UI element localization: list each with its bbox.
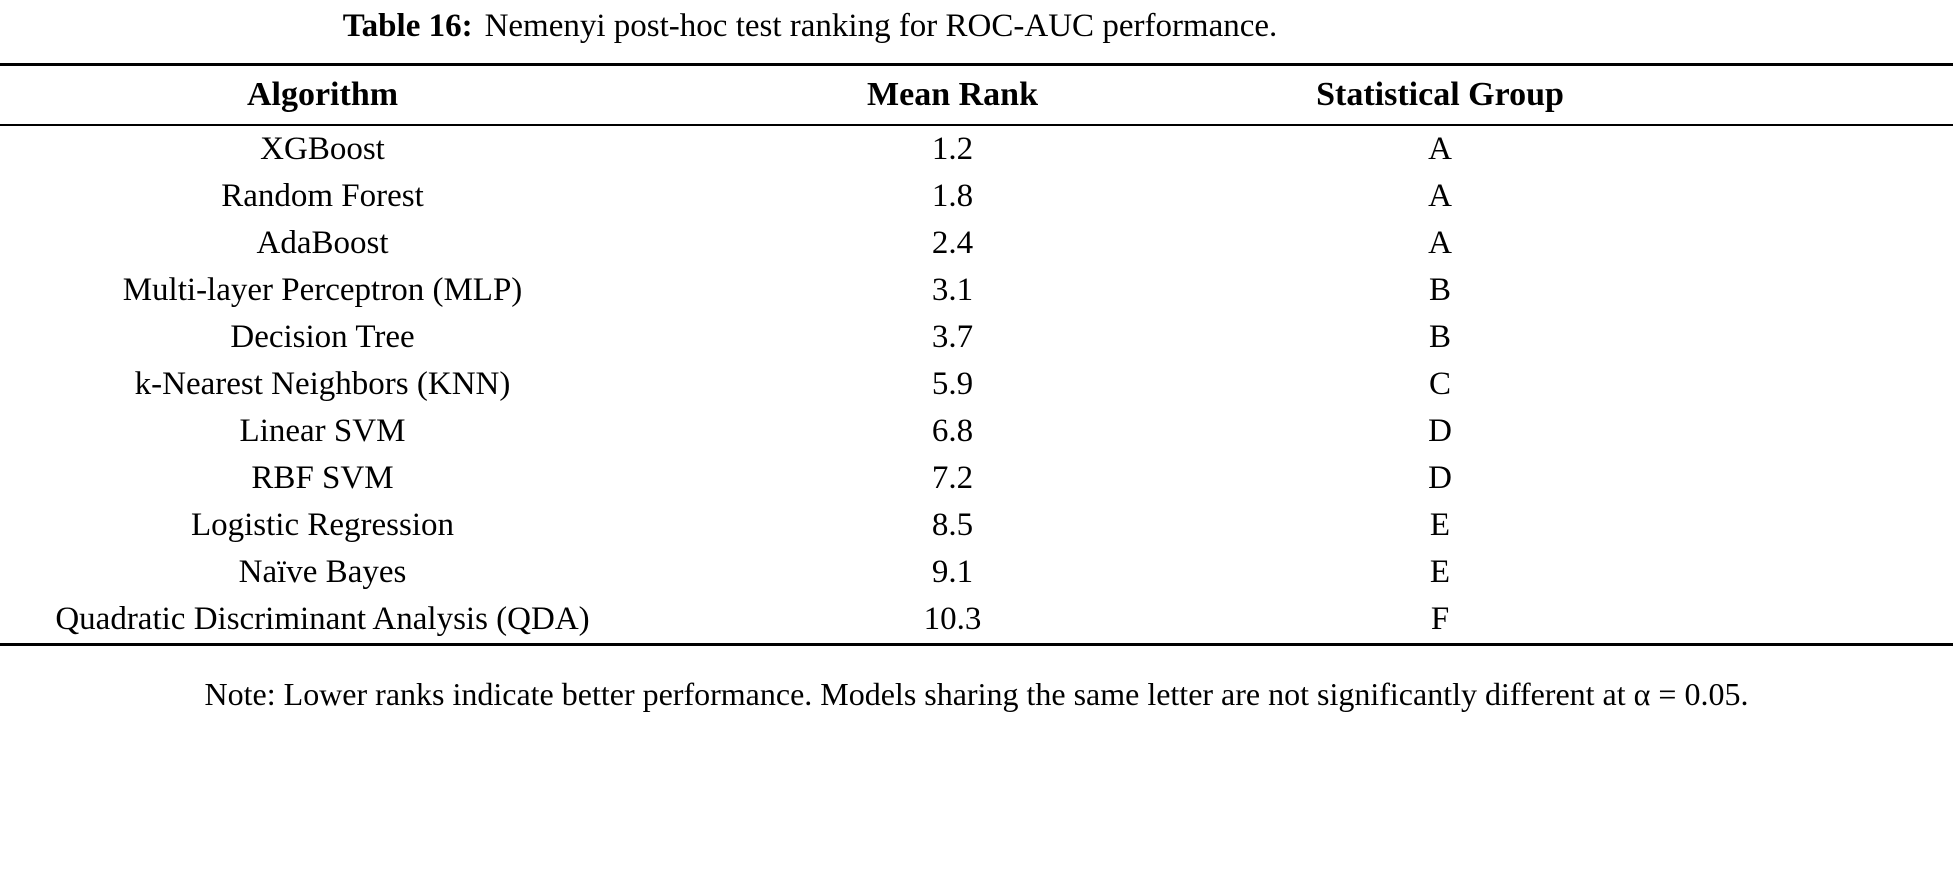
col-header-mean-rank: Mean Rank [867, 76, 1038, 114]
cell-group: F [1430, 601, 1450, 638]
cell-algorithm: RBF SVM [251, 460, 394, 497]
cell-mean-rank: 3.1 [931, 272, 974, 309]
cell-group: D [1428, 413, 1452, 450]
table-row: AdaBoost 2.4 A [0, 220, 1953, 267]
col-header-statistical-group: Statistical Group [1316, 76, 1564, 114]
results-table: Algorithm Mean Rank Statistical Group XG… [0, 63, 1953, 647]
cell-group: A [1428, 131, 1452, 168]
cell-group: C [1428, 366, 1451, 403]
table-row: Decision Tree 3.7 B [0, 314, 1953, 361]
cell-algorithm: Logistic Regression [190, 507, 455, 544]
cell-mean-rank: 2.4 [931, 225, 974, 262]
cell-mean-rank: 5.9 [931, 366, 974, 403]
cell-mean-rank: 7.2 [931, 460, 974, 497]
cell-mean-rank: 1.2 [931, 131, 974, 168]
table-row: RBF SVM 7.2 D [0, 455, 1953, 502]
cell-mean-rank: 10.3 [923, 601, 982, 638]
cell-group: D [1428, 460, 1452, 497]
cell-algorithm: Random Forest [221, 178, 424, 215]
cell-algorithm: XGBoost [260, 131, 385, 168]
table-row: XGBoost 1.2 A [0, 126, 1953, 173]
cell-mean-rank: 1.8 [931, 178, 974, 215]
table-row: Random Forest 1.8 A [0, 173, 1953, 220]
cell-algorithm: AdaBoost [256, 225, 389, 262]
table-row: Linear SVM 6.8 D [0, 408, 1953, 455]
caption-text: Nemenyi post-hoc test ranking for ROC-AU… [484, 8, 1278, 44]
table-row: Logistic Regression 8.5 E [0, 502, 1953, 549]
cell-mean-rank: 3.7 [931, 319, 974, 356]
table-row: Quadratic Discriminant Analysis (QDA) 10… [0, 596, 1953, 643]
cell-algorithm: Naïve Bayes [238, 554, 407, 591]
table-row: k-Nearest Neighbors (KNN) 5.9 C [0, 361, 1953, 408]
table-header-row: Algorithm Mean Rank Statistical Group [0, 66, 1953, 127]
cell-algorithm: Multi-layer Perceptron (MLP) [122, 272, 523, 309]
cell-algorithm: Linear SVM [239, 413, 406, 450]
caption-label: Table 16: [342, 8, 473, 44]
cell-mean-rank: 9.1 [931, 554, 974, 591]
cell-algorithm: k-Nearest Neighbors (KNN) [134, 366, 511, 403]
col-header-algorithm: Algorithm [246, 76, 399, 114]
cell-group: A [1428, 225, 1452, 262]
table-caption: Table 16: Nemenyi post-hoc test ranking f… [0, 6, 1620, 47]
cell-group: B [1428, 272, 1451, 309]
cell-algorithm: Quadratic Discriminant Analysis (QDA) [55, 601, 590, 638]
cell-group: A [1428, 178, 1452, 215]
cell-mean-rank: 8.5 [931, 507, 974, 544]
cell-group: E [1429, 554, 1451, 591]
cell-group: E [1429, 507, 1451, 544]
cell-mean-rank: 6.8 [931, 413, 974, 450]
table-row: Multi-layer Perceptron (MLP) 3.1 B [0, 267, 1953, 314]
cell-group: B [1428, 319, 1451, 356]
table-row: Naïve Bayes 9.1 E [0, 549, 1953, 596]
cell-algorithm: Decision Tree [230, 319, 415, 356]
table-note: Note: Lower ranks indicate better perfor… [204, 676, 1749, 713]
